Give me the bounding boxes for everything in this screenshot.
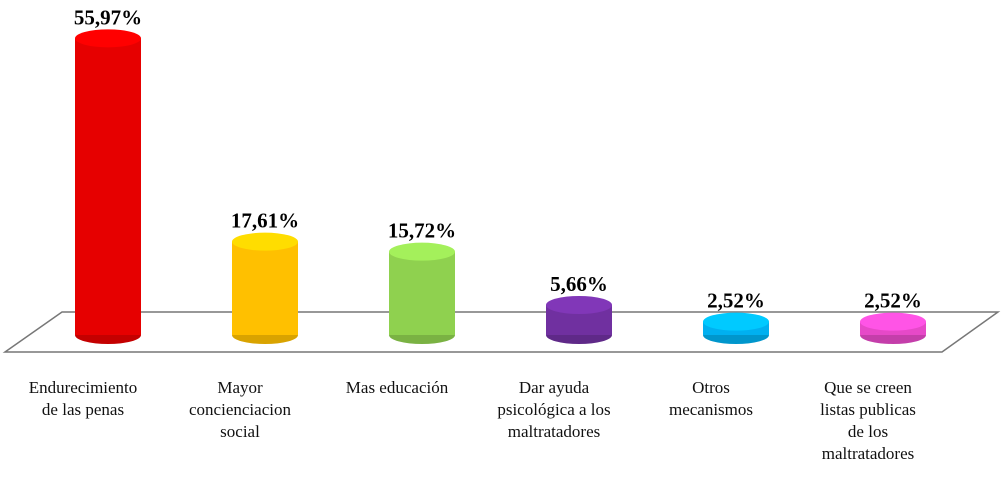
floor	[2, 311, 1001, 353]
bar-top	[546, 296, 612, 315]
bar	[232, 241, 298, 335]
category-label: Endurecimiento de las penas	[28, 378, 138, 419]
category-label: Que se creen listas publicas de los malt…	[820, 378, 916, 463]
category-label: Dar ayuda psicológica a los maltratadore…	[497, 378, 611, 441]
value-label: 55,97%	[74, 5, 142, 29]
bar-top	[860, 312, 926, 331]
category-label: Mayor concienciacion social	[189, 378, 291, 441]
category-label: Mas educación	[345, 378, 449, 397]
value-label: 15,72%	[388, 219, 456, 243]
bar-top	[232, 232, 298, 251]
bar-top	[389, 242, 455, 261]
bar	[389, 251, 455, 335]
bar	[75, 38, 141, 335]
bar-top	[703, 312, 769, 331]
value-label: 17,61%	[231, 209, 299, 233]
value-label: 5,66%	[550, 272, 608, 296]
value-label: 2,52%	[707, 289, 765, 313]
value-label: 2,52%	[864, 289, 922, 313]
bar-top	[75, 29, 141, 48]
category-label: Otros mecanismos	[668, 378, 754, 419]
